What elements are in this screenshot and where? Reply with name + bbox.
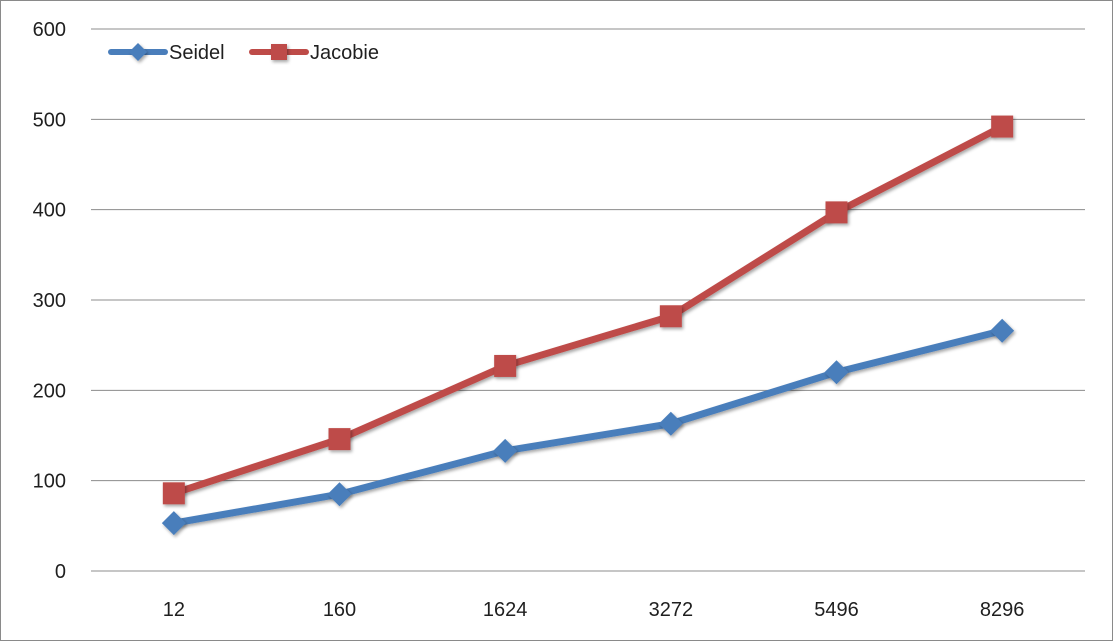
data-point-jacobie [494,354,517,377]
series-line-jacobie [170,123,1006,497]
data-point-seidel [658,411,683,436]
legend-item-jacobie: Jacobie [249,42,379,64]
data-point-seidel [327,482,352,507]
y-tick-label: 100 [33,471,66,493]
data-point-jacobie [328,428,351,451]
y-tick-label: 0 [55,561,66,583]
y-tick-label: 500 [33,109,66,131]
x-tick-label: 160 [323,599,356,621]
y-tick-label: 300 [33,290,66,312]
legend-item-seidel: Seidel [108,42,225,64]
y-tick-label: 400 [33,200,66,222]
x-tick-label: 8296 [980,599,1025,621]
y-tick-label: 600 [33,19,66,41]
y-tick-label: 200 [33,380,66,402]
legend-marker [129,43,147,61]
x-tick-label: 12 [163,599,185,621]
data-point-jacobie [659,305,682,328]
data-point-seidel [161,511,186,536]
x-tick-label: 3272 [649,599,694,621]
data-point-jacobie [162,482,185,505]
y-axis-tick-labels: 0 100 200 300 400 500 600 [33,19,66,583]
legend-label: Seidel [169,42,225,64]
series-jacobie [162,115,1014,505]
legend: Seidel Jacobie [108,42,379,64]
data-point-jacobie [991,115,1014,138]
data-point-jacobie [825,201,848,224]
x-tick-label: 1624 [483,599,528,621]
legend-marker [271,44,287,60]
data-point-seidel [493,438,518,463]
series-seidel [161,318,1015,536]
x-axis-tick-labels: 12 160 1624 3272 5496 8296 [163,599,1025,621]
data-point-seidel [990,318,1015,343]
series-lines [161,115,1015,536]
x-tick-label: 5496 [814,599,859,621]
legend-label: Jacobie [310,42,379,64]
gridlines [91,28,1085,572]
series-line-seidel [170,327,1006,527]
data-point-seidel [824,360,849,385]
